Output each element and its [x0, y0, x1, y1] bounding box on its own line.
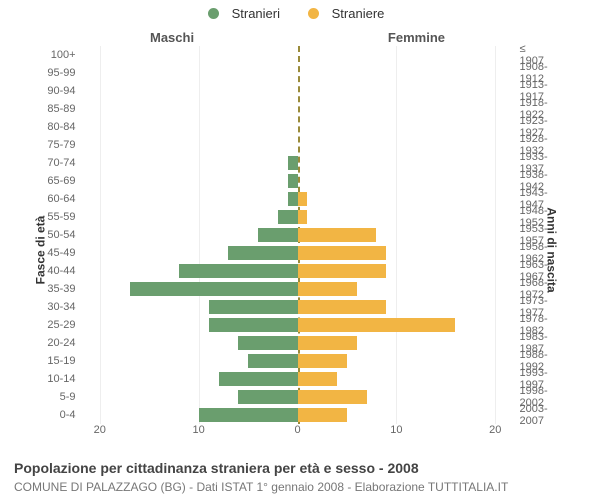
bar-male [258, 228, 297, 242]
bar-female [298, 336, 357, 350]
bar-male [228, 246, 297, 260]
age-row [80, 100, 515, 118]
bar-male [209, 300, 298, 314]
legend-female-label: Straniere [332, 6, 385, 21]
bar-male [288, 174, 298, 188]
bar-female [298, 318, 456, 332]
bar-male [199, 408, 298, 422]
age-row [80, 136, 515, 154]
y-tick-age: 90-94 [30, 85, 76, 97]
age-row [80, 172, 515, 190]
y-tick-birth: 2003-2007 [520, 403, 548, 427]
bar-male [248, 354, 297, 368]
x-tick: 0 [294, 424, 300, 436]
heading-female: Femmine [388, 30, 445, 45]
age-row [80, 208, 515, 226]
bar-male [130, 282, 298, 296]
chart-title: Popolazione per cittadinanza straniera p… [14, 460, 419, 476]
bar-male [179, 264, 297, 278]
age-row [80, 190, 515, 208]
age-row [80, 388, 515, 406]
x-axis: 20 10 0 10 20 [80, 424, 515, 440]
y-tick-age: 85-89 [30, 103, 76, 115]
age-row [80, 316, 515, 334]
y-tick-age: 40-44 [30, 265, 76, 277]
y-tick-age: 100+ [30, 49, 76, 61]
bar-male [238, 390, 297, 404]
bar-male [219, 372, 298, 386]
age-row [80, 118, 515, 136]
population-pyramid-chart: { "legend": { "male": {"label": "Stranie… [0, 0, 600, 500]
bar-female [298, 210, 308, 224]
y-tick-age: 75-79 [30, 139, 76, 151]
y-tick-age: 15-19 [30, 355, 76, 367]
bar-female [298, 390, 367, 404]
bar-female [298, 192, 308, 206]
age-row [80, 226, 515, 244]
y-tick-age: 65-69 [30, 175, 76, 187]
y-tick-age: 70-74 [30, 157, 76, 169]
age-row [80, 154, 515, 172]
bar-female [298, 354, 347, 368]
age-row [80, 64, 515, 82]
y-tick-age: 60-64 [30, 193, 76, 205]
y-tick-age: 45-49 [30, 247, 76, 259]
bar-male [288, 156, 298, 170]
y-tick-age: 35-39 [30, 283, 76, 295]
bar-female [298, 264, 387, 278]
x-tick: 20 [94, 424, 106, 436]
age-row [80, 262, 515, 280]
age-row [80, 406, 515, 424]
y-tick-age: 95-99 [30, 67, 76, 79]
plot-area: 100+≤ 190795-991908-191290-941913-191785… [80, 46, 515, 424]
legend-male-label: Stranieri [232, 6, 280, 21]
age-row [80, 352, 515, 370]
bar-female [298, 300, 387, 314]
y-tick-age: 80-84 [30, 121, 76, 133]
bar-female [298, 228, 377, 242]
legend: Stranieri Straniere [0, 6, 600, 22]
bar-male [288, 192, 298, 206]
chart-subtitle: COMUNE DI PALAZZAGO (BG) - Dati ISTAT 1°… [14, 480, 508, 494]
y-tick-age: 55-59 [30, 211, 76, 223]
bar-female [298, 372, 337, 386]
x-tick: 10 [193, 424, 205, 436]
age-row [80, 46, 515, 64]
y-tick-age: 50-54 [30, 229, 76, 241]
age-row [80, 298, 515, 316]
age-row [80, 334, 515, 352]
bar-male [209, 318, 298, 332]
heading-male: Maschi [150, 30, 194, 45]
age-row [80, 370, 515, 388]
bar-male [238, 336, 297, 350]
y-tick-age: 5-9 [30, 391, 76, 403]
bar-male [278, 210, 298, 224]
bar-female [298, 408, 347, 422]
age-row [80, 244, 515, 262]
y-tick-age: 20-24 [30, 337, 76, 349]
x-tick: 10 [390, 424, 402, 436]
y-tick-age: 0-4 [30, 409, 76, 421]
legend-male: Stranieri [208, 6, 288, 21]
x-tick: 20 [489, 424, 501, 436]
age-row [80, 82, 515, 100]
y-tick-age: 10-14 [30, 373, 76, 385]
age-row [80, 280, 515, 298]
legend-female: Straniere [308, 6, 393, 21]
bar-female [298, 246, 387, 260]
y-tick-age: 30-34 [30, 301, 76, 313]
bar-female [298, 282, 357, 296]
y-tick-age: 25-29 [30, 319, 76, 331]
